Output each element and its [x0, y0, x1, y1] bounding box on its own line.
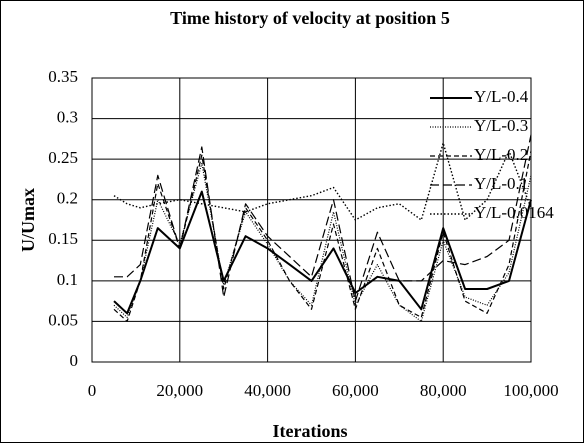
legend-label: Y/L-0.3	[474, 116, 528, 135]
x-tick-label: 20,000	[156, 381, 203, 400]
series-line	[113, 150, 532, 322]
y-tick-label: 0.15	[48, 229, 78, 248]
y-tick-label: 0.35	[48, 67, 78, 86]
plot-border	[91, 77, 532, 363]
chart-title: Time history of velocity at position 5	[170, 8, 450, 28]
x-tick-label: 0	[88, 381, 97, 400]
y-tick-label: 0.2	[57, 189, 78, 208]
y-tick-label: 0	[70, 351, 79, 370]
legend-label: Y/L-0.4	[474, 87, 529, 106]
x-tick-label: 40,000	[244, 381, 291, 400]
series-line	[113, 162, 532, 322]
y-tick-label: 0.25	[48, 148, 78, 167]
y-tick-label: 0.05	[48, 310, 78, 329]
legend-label: Y/L-0.0164	[474, 203, 554, 222]
x-tick-label: 60,000	[332, 381, 379, 400]
legend-label: Y/L-0.2	[474, 145, 528, 164]
y-tick-label: 0.3	[57, 107, 78, 126]
series-line	[113, 190, 532, 315]
y-tick-label: 0.1	[57, 270, 78, 289]
legend-label: Y/L-0.1	[474, 174, 528, 193]
y-axis-label: U/Umax	[18, 188, 38, 252]
x-tick-label: 80,000	[420, 381, 467, 400]
x-tick-label: 100,000	[503, 381, 558, 400]
x-axis-label: Iterations	[273, 421, 348, 441]
series-line	[114, 134, 532, 302]
